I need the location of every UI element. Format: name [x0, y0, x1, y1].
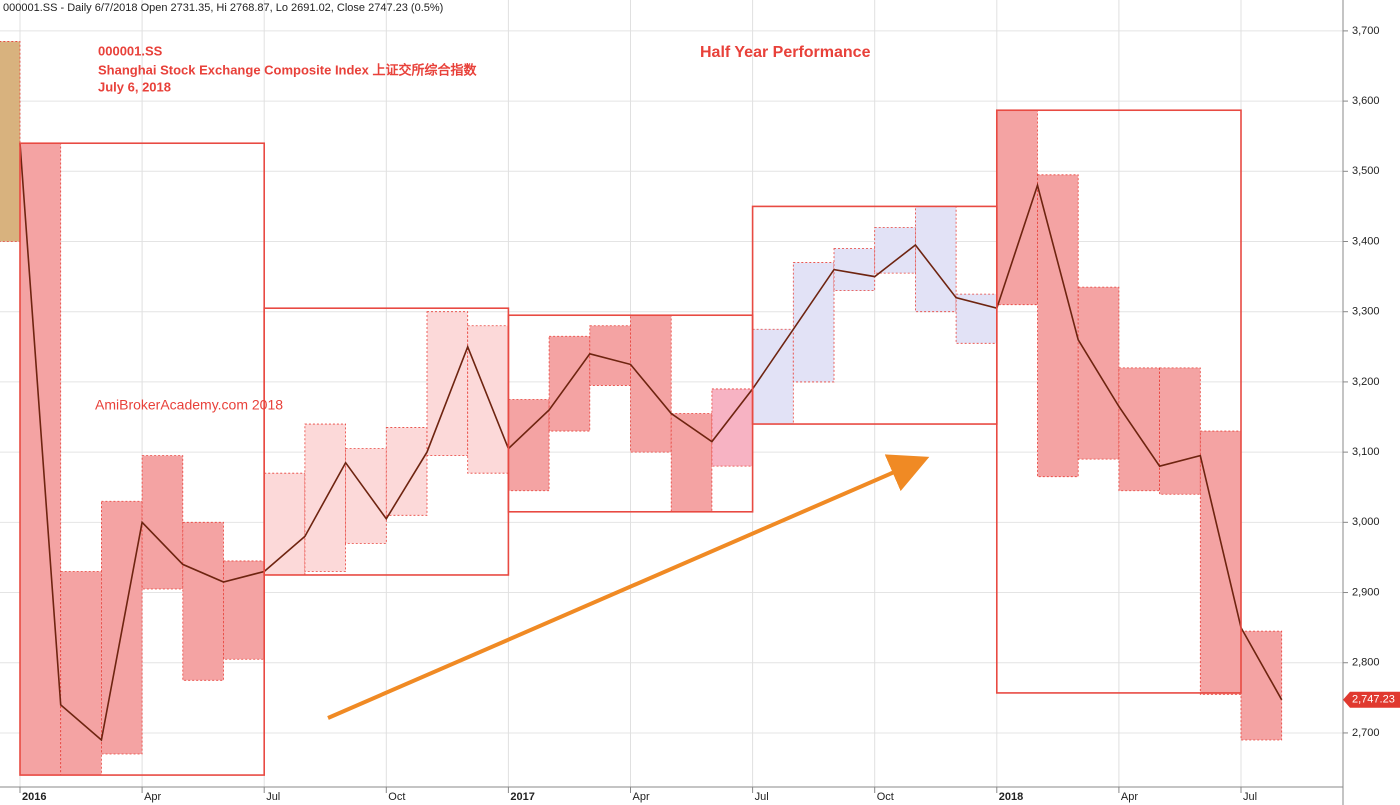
- month-range: [223, 560, 265, 660]
- month-range: [752, 328, 794, 425]
- y-tick-label: 2,900: [1352, 586, 1380, 598]
- y-tick-label: 3,500: [1352, 165, 1380, 177]
- month-range: [1037, 174, 1079, 478]
- month-range: [304, 423, 346, 572]
- x-tick-label: Apr: [144, 791, 161, 803]
- month-range: [182, 521, 224, 681]
- month-range: [60, 571, 102, 776]
- y-tick-label: 3,000: [1352, 516, 1380, 528]
- month-range: [548, 335, 591, 432]
- x-tick-label: Oct: [388, 791, 405, 803]
- x-tick-label: 2017: [510, 791, 534, 803]
- month-range: [955, 293, 998, 344]
- price-line: [19, 143, 1283, 742]
- y-tick-label: 3,300: [1352, 306, 1380, 318]
- x-tick-label: Jul: [755, 791, 769, 803]
- month-range: [670, 413, 713, 513]
- plot-area: [0, 41, 1283, 776]
- month-range: [507, 399, 550, 492]
- month-range: [915, 206, 957, 313]
- y-tick-label: 2,700: [1352, 727, 1380, 739]
- x-tick-label: 2016: [22, 791, 46, 803]
- x-tick-label: 2018: [999, 791, 1023, 803]
- y-tick-label: 2,800: [1352, 657, 1380, 669]
- y-tick-label: 3,700: [1352, 25, 1380, 37]
- month-range: [711, 388, 754, 467]
- month-range: [1118, 367, 1161, 492]
- month-range: [630, 314, 672, 453]
- month-range: [1240, 630, 1283, 741]
- x-tick-label: Jul: [266, 791, 280, 803]
- annotation: Half Year Performance: [700, 44, 871, 61]
- month-range: [0, 41, 21, 242]
- header: 000001.SS - Daily 6/7/2018 Open 2731.35,…: [3, 2, 443, 14]
- month-range: [996, 109, 1038, 306]
- trend-arrow: [327, 454, 930, 720]
- month-range: [792, 262, 835, 383]
- y-tick-label: 3,100: [1352, 446, 1380, 458]
- month-range: [19, 142, 62, 776]
- x-tick-label: Jul: [1243, 791, 1257, 803]
- month-range: [833, 248, 876, 292]
- y-tick-label: 3,600: [1352, 95, 1380, 107]
- month-range: [345, 448, 387, 544]
- last-price-label: 2,747.23: [1352, 694, 1395, 706]
- month-range: [141, 455, 184, 590]
- annotation: Shanghai Stock Exchange Composite Index …: [98, 62, 478, 77]
- month-range: [263, 472, 306, 576]
- last-price-marker: [1343, 691, 1400, 708]
- annotation: 000001.SS: [98, 43, 163, 58]
- x-tick-label: Apr: [633, 791, 650, 803]
- annotation: AmiBrokerAcademy.com 2018: [95, 397, 283, 413]
- y-tick-label: 3,400: [1352, 235, 1380, 247]
- month-range: [385, 427, 428, 516]
- y-tick-label: 3,200: [1352, 376, 1380, 388]
- month-range: [426, 311, 469, 457]
- x-tick-label: Oct: [877, 791, 894, 803]
- half-year-range: [995, 109, 1242, 694]
- month-range: [1199, 430, 1242, 695]
- annotation: July 6, 2018: [98, 79, 171, 94]
- month-range: [1159, 367, 1201, 495]
- x-tick-label: Apr: [1121, 791, 1138, 803]
